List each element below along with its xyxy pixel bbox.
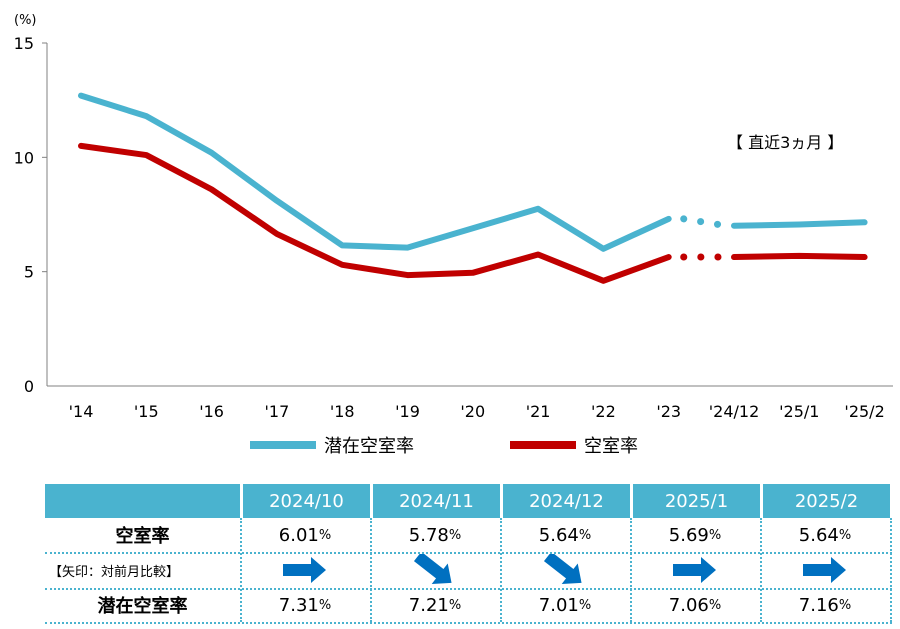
recent-3-months-annotation: 【 直近3ヵ月 】 (727, 133, 843, 152)
x-tick-label: '19 (395, 402, 420, 421)
potential-value: 7.31 (278, 594, 319, 616)
arrow-row: 【矢印：対前月比較】 (45, 552, 892, 588)
vacancy-value-cell: 5.64% (760, 518, 890, 552)
vacancy-value-cell: 5.69% (630, 518, 760, 552)
x-tick-label: '21 (526, 402, 551, 421)
vacancy-value: 5.69 (668, 524, 709, 546)
legend-label-vacancy: 空室率 (584, 436, 638, 457)
y-tick-label: 10 (14, 148, 34, 167)
vacancy-value-cell: 5.64% (500, 518, 630, 552)
table-header-blank (45, 484, 240, 518)
arrow-down-right-icon (413, 554, 452, 584)
x-tick-label: '22 (591, 402, 616, 421)
x-tick-label: '14 (69, 402, 94, 421)
percent-sign: % (838, 597, 852, 613)
potential-value-cell: 7.16% (760, 588, 890, 622)
arrow-right-icon (673, 557, 716, 583)
x-tick-label: '20 (460, 402, 485, 421)
x-tick-label: '17 (265, 402, 290, 421)
column-separator (890, 518, 892, 622)
arrow-right-icon (803, 557, 846, 583)
table-header-month: 2024/10 (240, 484, 370, 518)
trend-arrow-cell (240, 552, 370, 588)
potential-row-label: 潜在空室率 (97, 596, 188, 617)
row-separator (45, 588, 892, 590)
series-group (78, 92, 868, 284)
row-separator (45, 552, 892, 554)
y-unit-label: (%) (14, 13, 37, 28)
table-header-month: 2024/12 (500, 484, 630, 518)
trend-arrow-cell (500, 552, 630, 588)
potential-vacancy-row: 潜在空室率 7.31% 7.21% 7.01% 7.06% 7.16% (45, 588, 892, 622)
vacancy-value: 5.64 (798, 524, 839, 546)
column-separator (500, 518, 502, 622)
series-line-recent (731, 219, 868, 229)
percent-sign: % (448, 527, 462, 543)
legend: 潜在空室率 空室率 (250, 436, 638, 457)
x-tick-label: '23 (656, 402, 681, 421)
potential-value-cell: 7.01% (500, 588, 630, 622)
vacancy-row-label: 空室率 (115, 526, 170, 547)
x-tick-label: '25/1 (779, 402, 819, 421)
column-separator (370, 518, 372, 622)
vacancy-value: 5.78 (408, 524, 449, 546)
arrow-right-icon (283, 557, 326, 583)
potential-value: 7.21 (408, 594, 449, 616)
trend-arrow-cell (630, 552, 760, 588)
percent-sign: % (318, 527, 332, 543)
x-tick-label: '25/2 (844, 402, 884, 421)
percent-sign: % (578, 597, 592, 613)
y-tick-label: 0 (24, 377, 34, 396)
potential-value-cell: 7.31% (240, 588, 370, 622)
vacancy-value-cell: 6.01% (240, 518, 370, 552)
column-separator (240, 518, 242, 622)
series-dotted-gap (680, 215, 730, 230)
vacancy-value-cell: 5.78% (370, 518, 500, 552)
x-tick-label: '24/12 (709, 402, 760, 421)
legend-label-potential: 潜在空室率 (324, 436, 414, 457)
line-chart: (%) 0 5 10 15 '14 '15 '16 '17 '18 '19 '20 '21 '22 '2… (14, 13, 893, 457)
table-header-month: 2024/11 (370, 484, 500, 518)
percent-sign: % (708, 527, 722, 543)
potential-value: 7.01 (538, 594, 579, 616)
potential-value-cell: 7.06% (630, 588, 760, 622)
percent-sign: % (448, 597, 462, 613)
series-line-annual (78, 92, 672, 252)
percent-sign: % (838, 527, 852, 543)
y-tick-label: 5 (24, 263, 34, 282)
vacancy-row: 空室率 6.01% 5.78% 5.64% 5.69% 5.64% (45, 518, 892, 552)
x-tick-label: '18 (330, 402, 355, 421)
arrow-note: 【矢印：対前月比較】 (49, 564, 180, 580)
series-line-annual (78, 142, 672, 284)
table-header-month: 2025/1 (630, 484, 760, 518)
monthly-table: 2024/10 2024/11 2024/12 2025/1 2025/2 空室… (45, 484, 892, 624)
vacancy-value: 6.01 (278, 524, 319, 546)
row-separator (45, 622, 892, 624)
table-header-row: 2024/10 2024/11 2024/12 2025/1 2025/2 (45, 484, 892, 518)
potential-value-cell: 7.21% (370, 588, 500, 622)
x-tick-label: '15 (134, 402, 159, 421)
series-line-recent (731, 252, 868, 261)
y-axis: 0 5 10 15 (14, 34, 47, 396)
column-separator (630, 518, 632, 622)
x-axis: '14 '15 '16 '17 '18 '19 '20 '21 '22 '23 '24/12 '25/… (69, 402, 885, 421)
x-tick-label: '16 (199, 402, 224, 421)
trend-arrow-cell (760, 552, 890, 588)
arrow-down-right-icon (543, 554, 582, 584)
potential-value: 7.16 (798, 594, 839, 616)
trend-arrow-cell (370, 552, 500, 588)
vacancy-value: 5.64 (538, 524, 579, 546)
percent-sign: % (578, 527, 592, 543)
potential-value: 7.06 (668, 594, 709, 616)
column-separator (760, 518, 762, 622)
percent-sign: % (318, 597, 332, 613)
table-header-month: 2025/2 (760, 484, 890, 518)
percent-sign: % (708, 597, 722, 613)
y-tick-label: 15 (14, 34, 34, 53)
